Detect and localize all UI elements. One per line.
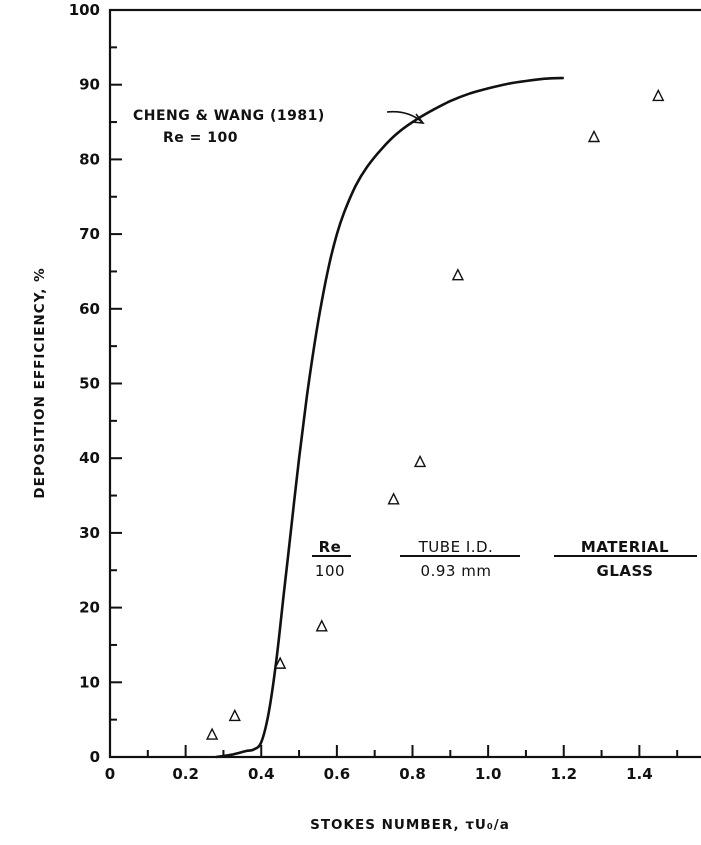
curve-layer bbox=[215, 76, 564, 759]
data-point-triangle bbox=[451, 268, 465, 281]
x-tick-label: 1.4 bbox=[626, 765, 653, 783]
legend-header-tube: TUBE I.D. bbox=[418, 538, 494, 556]
y-axis-label: DEPOSITION EFFICIENCY, % bbox=[32, 267, 48, 498]
x-tick-label: 1.2 bbox=[550, 765, 577, 783]
legend-value-tube: 0.93 mm bbox=[421, 562, 492, 580]
y-tick-label: 70 bbox=[79, 225, 100, 243]
x-tick-label: 0.4 bbox=[248, 765, 275, 783]
y-tick-label: 80 bbox=[79, 150, 100, 168]
data-point-triangle bbox=[587, 129, 601, 143]
x-tick-label: 0.6 bbox=[324, 765, 351, 783]
legend-value-material: GLASS bbox=[597, 562, 654, 580]
data-point-triangle bbox=[652, 88, 665, 102]
data-point-triangle bbox=[413, 454, 427, 468]
legend-value-re: 100 bbox=[315, 562, 345, 580]
x-axis-label: STOKES NUMBER, τU₀/a bbox=[310, 817, 510, 833]
y-tick-label: 90 bbox=[79, 76, 100, 94]
curve-annotation-title: CHENG & WANG (1981) bbox=[133, 108, 325, 124]
ticks-layer: 00.20.40.60.81.01.21.41.6010203040506070… bbox=[69, 1, 679, 783]
data-point-triangle bbox=[205, 727, 219, 740]
y-tick-label: 40 bbox=[79, 449, 100, 467]
y-tick-label: 20 bbox=[79, 599, 100, 617]
y-tick-label: 30 bbox=[79, 524, 100, 542]
y-tick-label: 60 bbox=[79, 300, 100, 318]
cheng-wang-curve bbox=[215, 76, 564, 759]
curve-annotation-re: Re = 100 bbox=[163, 130, 238, 146]
legend-table: Re 100 TUBE I.D. 0.93 mm MATERIAL GLASS bbox=[312, 538, 697, 580]
data-point-triangle bbox=[274, 656, 287, 669]
x-tick-label: 1.0 bbox=[475, 765, 502, 783]
y-tick-label: 50 bbox=[79, 375, 100, 393]
marker-layer bbox=[205, 88, 665, 740]
legend-header-material: MATERIAL bbox=[581, 538, 669, 556]
y-tick-label: 100 bbox=[69, 1, 100, 19]
curve-annotation-leader bbox=[386, 110, 423, 123]
curve-annotation-arrowhead bbox=[411, 113, 425, 124]
data-point-triangle bbox=[315, 619, 328, 632]
x-tick-label: 0.8 bbox=[399, 765, 426, 783]
x-tick-label: 0.2 bbox=[172, 765, 199, 783]
data-point-triangle bbox=[228, 708, 241, 722]
legend-header-re: Re bbox=[319, 538, 342, 556]
data-point-triangle bbox=[387, 492, 400, 505]
y-tick-label: 10 bbox=[79, 673, 100, 691]
x-tick-label: 0 bbox=[105, 765, 115, 783]
y-tick-label: 0 bbox=[90, 748, 100, 766]
